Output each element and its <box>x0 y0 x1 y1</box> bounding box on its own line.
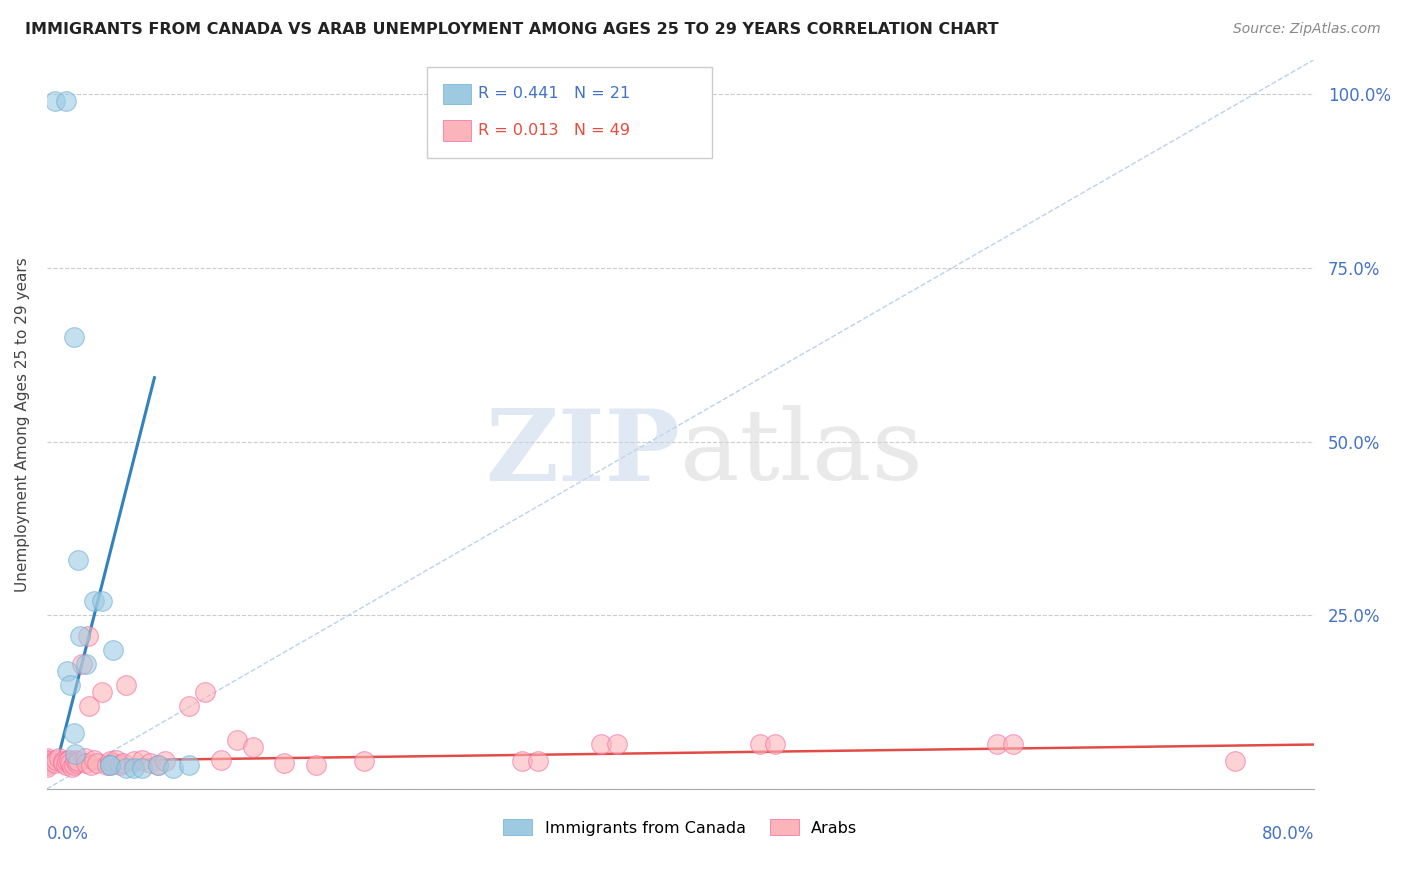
Point <box>80 757 103 772</box>
Point <box>155 754 177 768</box>
Point <box>527 754 550 768</box>
Point <box>62 726 84 740</box>
Y-axis label: Unemployment Among Ages 25 to 29 years: Unemployment Among Ages 25 to 29 years <box>15 257 30 591</box>
Point <box>76 629 98 643</box>
Point <box>44 95 66 109</box>
Point <box>55 757 77 772</box>
Point <box>98 757 121 772</box>
Point <box>111 756 134 770</box>
Point <box>146 757 169 772</box>
Point <box>98 754 121 768</box>
Point <box>79 698 101 713</box>
Point <box>131 753 153 767</box>
Point <box>35 760 58 774</box>
Text: 80.0%: 80.0% <box>1261 825 1315 844</box>
Point <box>44 756 66 770</box>
Point <box>138 756 160 770</box>
Point <box>122 754 145 768</box>
Point <box>108 757 131 772</box>
Point <box>73 750 96 764</box>
Point <box>51 756 73 770</box>
Point <box>122 761 145 775</box>
Text: IMMIGRANTS FROM CANADA VS ARAB UNEMPLOYMENT AMONG AGES 25 TO 29 YEARS CORRELATIO: IMMIGRANTS FROM CANADA VS ARAB UNEMPLOYM… <box>25 22 998 37</box>
Point <box>62 330 84 344</box>
Point <box>98 757 121 772</box>
Point <box>115 761 138 775</box>
Point <box>60 760 83 774</box>
Point <box>69 629 91 643</box>
Point <box>209 753 232 767</box>
Point <box>242 740 264 755</box>
Point <box>305 757 328 772</box>
Point <box>96 757 118 772</box>
Point <box>67 553 90 567</box>
Point <box>91 684 114 698</box>
Bar <box>443 84 471 104</box>
Point <box>63 753 86 767</box>
Point <box>58 753 80 767</box>
Point <box>162 761 184 775</box>
Text: R = 0.013   N = 49: R = 0.013 N = 49 <box>478 123 630 138</box>
Point <box>179 698 201 713</box>
Point <box>103 756 125 770</box>
Point <box>70 657 93 671</box>
Point <box>59 756 82 770</box>
Point <box>56 664 79 678</box>
Point <box>194 684 217 698</box>
Point <box>75 756 97 770</box>
Point <box>55 95 77 109</box>
Text: 0.0%: 0.0% <box>46 825 89 844</box>
Point <box>59 678 82 692</box>
Point <box>105 753 128 767</box>
Point <box>86 756 108 770</box>
Point <box>51 754 73 768</box>
Point <box>35 754 58 768</box>
Point <box>45 753 67 767</box>
Text: Source: ZipAtlas.com: Source: ZipAtlas.com <box>1233 22 1381 37</box>
Point <box>273 756 295 770</box>
FancyBboxPatch shape <box>427 67 711 158</box>
Point <box>510 754 533 768</box>
Point <box>48 750 70 764</box>
Text: atlas: atlas <box>681 406 924 501</box>
Point <box>35 750 58 764</box>
Point <box>63 747 86 762</box>
Point <box>986 737 1008 751</box>
Point <box>56 754 79 768</box>
Point <box>62 757 84 772</box>
Point <box>66 756 89 770</box>
Point <box>35 757 58 772</box>
Point <box>353 754 375 768</box>
Point <box>146 757 169 772</box>
Point <box>225 733 247 747</box>
Point <box>115 678 138 692</box>
Point <box>103 643 125 657</box>
Point <box>1223 754 1246 768</box>
Point <box>67 754 90 768</box>
Point <box>1002 737 1025 751</box>
Point <box>91 594 114 608</box>
Point <box>83 594 105 608</box>
Point <box>765 737 787 751</box>
Point <box>83 753 105 767</box>
Point <box>591 737 613 751</box>
Point <box>35 756 58 770</box>
Point <box>131 761 153 775</box>
Point <box>179 757 201 772</box>
Point <box>35 753 58 767</box>
Point <box>75 657 97 671</box>
Text: ZIP: ZIP <box>485 405 681 502</box>
Point <box>606 737 628 751</box>
Legend: Immigrants from Canada, Arabs: Immigrants from Canada, Arabs <box>503 819 858 836</box>
Bar <box>443 120 471 141</box>
Text: R = 0.441   N = 21: R = 0.441 N = 21 <box>478 87 630 102</box>
Point <box>748 737 770 751</box>
